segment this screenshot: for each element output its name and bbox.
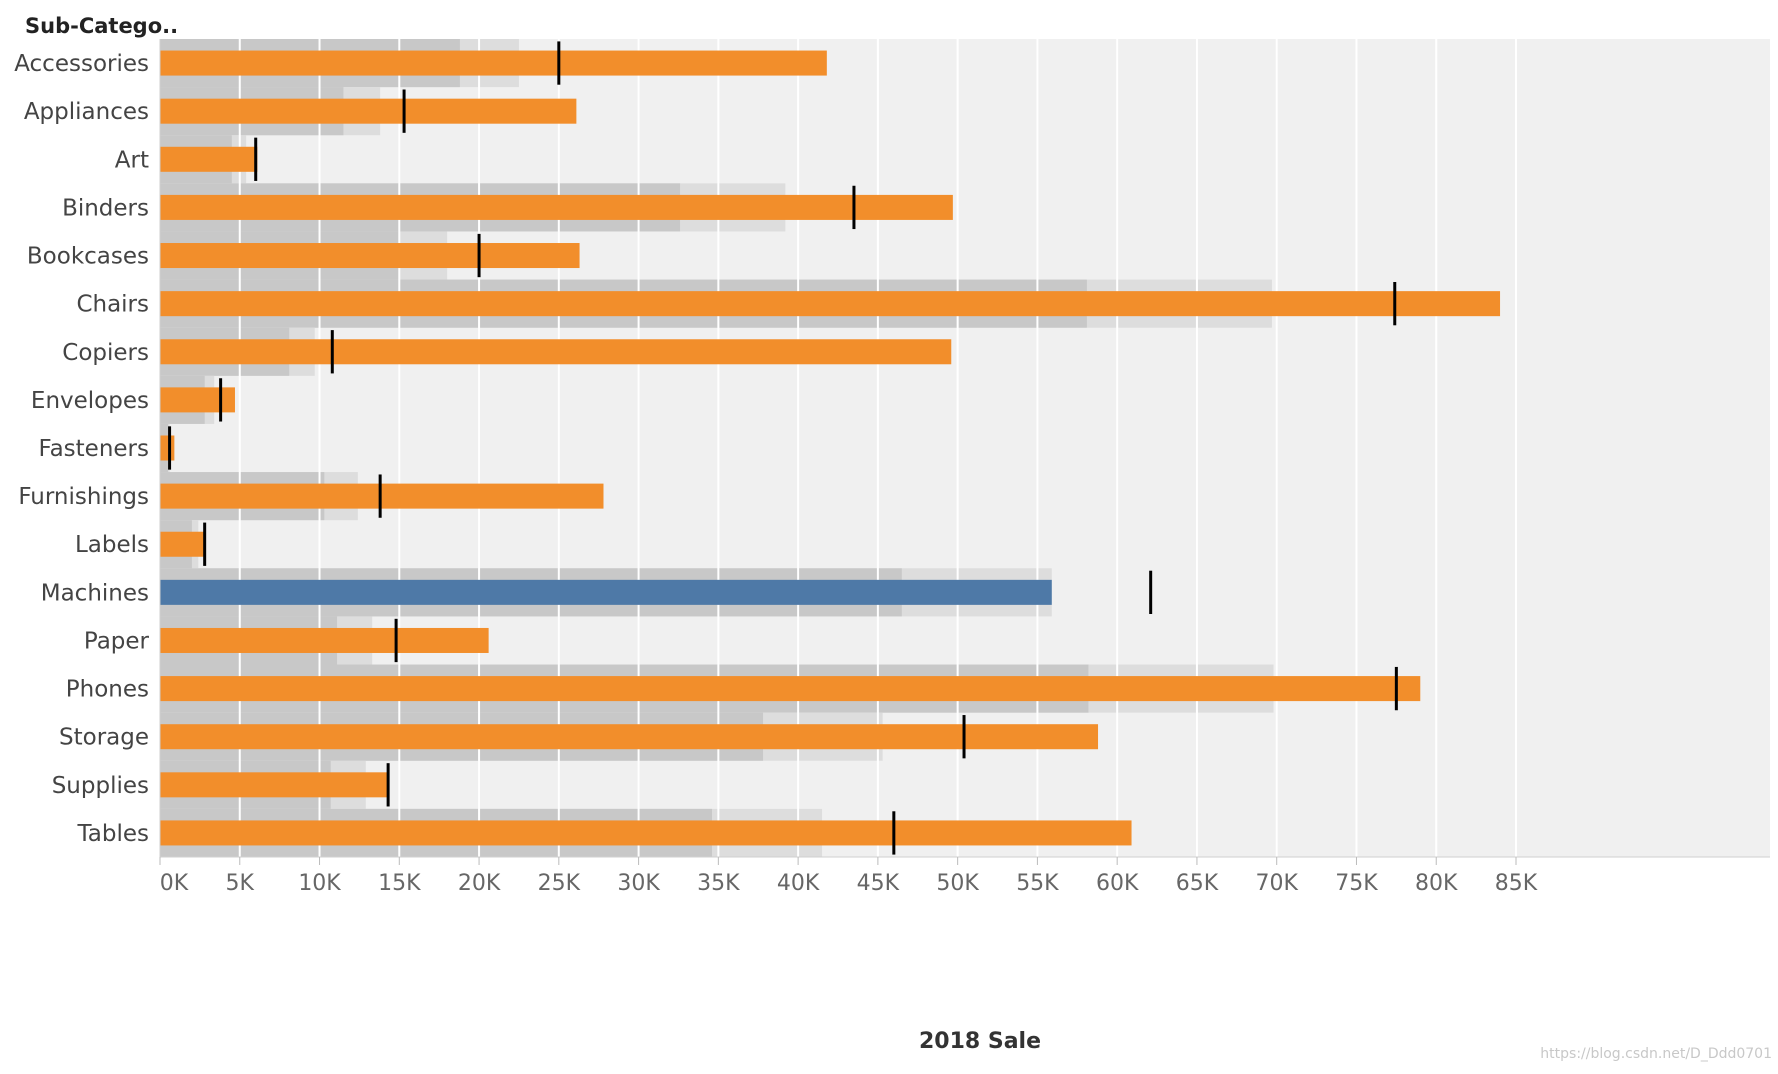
category-label: Phones (66, 677, 149, 703)
x-tick-label: 10K (298, 871, 341, 896)
bar-accessories (160, 50, 827, 76)
x-tick-label: 45K (857, 871, 900, 896)
bar-storage (160, 724, 1099, 750)
x-tick-label: 70K (1255, 871, 1298, 896)
bar-tables (160, 820, 1132, 846)
x-tick-label: 75K (1335, 871, 1378, 896)
bar-supplies (160, 772, 389, 798)
x-tick-label: 65K (1176, 871, 1219, 896)
bar-bookcases (160, 243, 580, 269)
category-label: Bookcases (27, 244, 149, 270)
x-tick-label: 25K (538, 871, 581, 896)
watermark: https://blog.csdn.net/D_Ddd0701 (1540, 1046, 1772, 1062)
category-label: Appliances (24, 99, 149, 125)
row-header: Sub-Catego.. (25, 14, 179, 38)
x-axis-title: 2018 Sale (918, 1029, 1042, 1054)
category-label: Chairs (76, 292, 149, 318)
bar-fasteners (160, 435, 175, 461)
category-label: Copiers (62, 340, 149, 366)
bar-paper (160, 627, 489, 653)
x-tick-label: 5K (226, 871, 255, 896)
x-tick-label: 40K (777, 871, 820, 896)
category-label: Accessories (14, 51, 149, 77)
x-tick-label: 60K (1096, 871, 1139, 896)
category-label: Paper (84, 628, 150, 654)
bar-furnishings (160, 483, 604, 509)
x-tick-label: 55K (1016, 871, 1059, 896)
category-label: Tables (77, 821, 149, 847)
x-tick-label: 0K (160, 871, 189, 896)
bar-chairs (160, 291, 1501, 317)
category-label: Labels (75, 532, 149, 558)
category-label: Art (115, 147, 149, 173)
bar-appliances (160, 98, 577, 124)
category-label: Supplies (52, 773, 149, 799)
bar-labels (160, 531, 205, 557)
bar-copiers (160, 339, 952, 365)
bar-machines (160, 579, 1052, 605)
bar-binders (160, 194, 953, 220)
x-tick-label: 50K (936, 871, 979, 896)
category-label: Storage (59, 725, 149, 751)
x-tick-label: 85K (1495, 871, 1538, 896)
bar-envelopes (160, 387, 235, 413)
bar-art (160, 146, 258, 172)
category-label: Fasteners (38, 436, 149, 462)
category-label: Furnishings (18, 484, 149, 510)
x-tick-label: 80K (1415, 871, 1458, 896)
category-label: Envelopes (31, 388, 149, 414)
x-tick-label: 35K (697, 871, 740, 896)
bar-phones (160, 676, 1421, 702)
category-label: Machines (41, 580, 149, 606)
x-tick-label: 15K (378, 871, 421, 896)
x-tick-label: 30K (617, 871, 660, 896)
x-tick-label: 20K (458, 871, 501, 896)
category-label: Binders (62, 195, 149, 221)
